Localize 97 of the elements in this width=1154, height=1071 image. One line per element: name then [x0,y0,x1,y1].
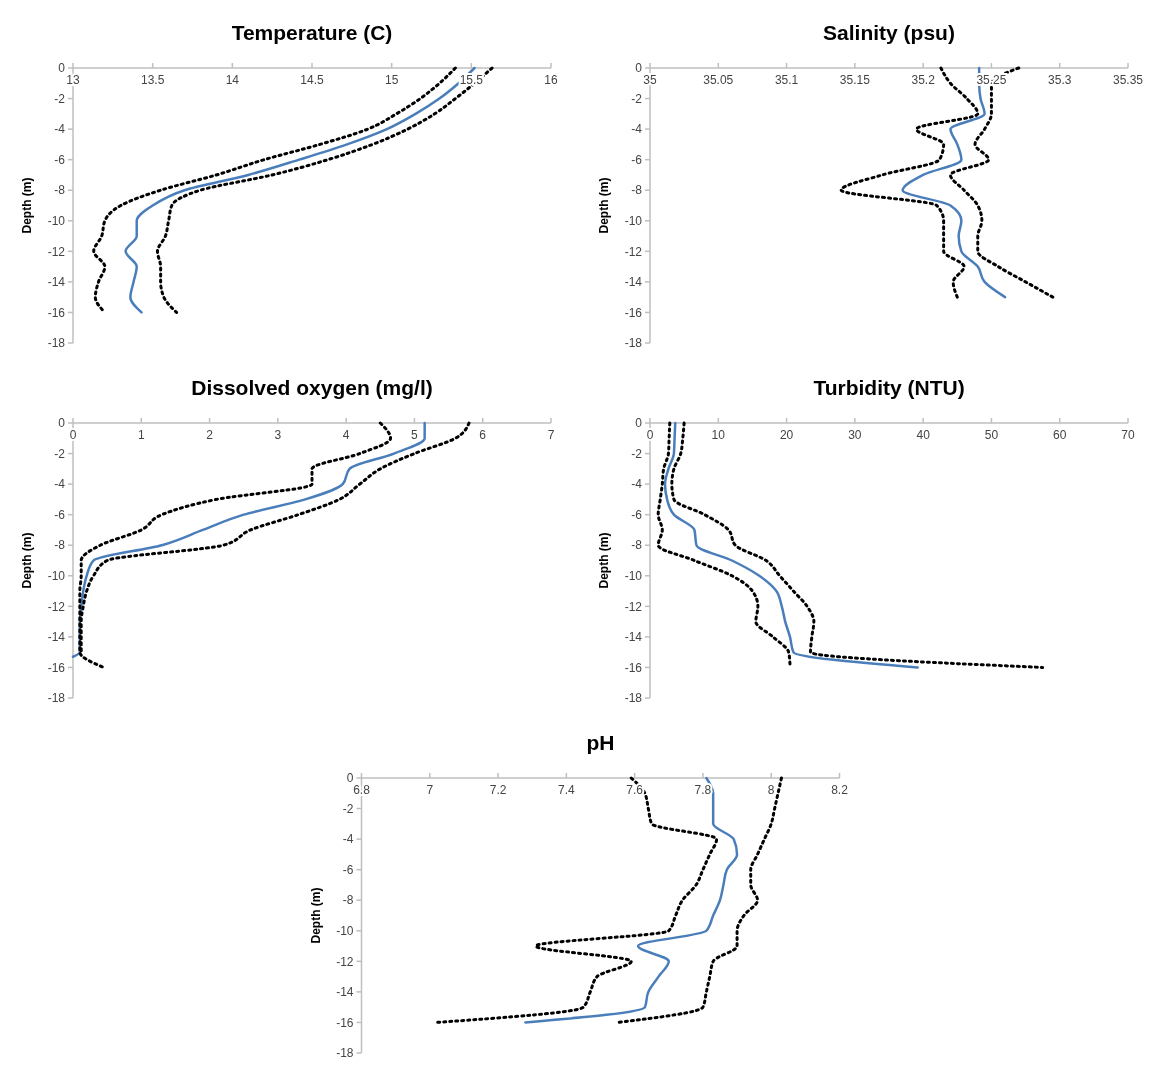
y-tick-label: -14 [624,275,643,290]
x-tick-label: 6 [479,428,487,442]
y-tick-label: -6 [54,507,66,522]
y-tick-label: 0 [635,416,643,431]
y-tick-label: -12 [624,244,643,259]
x-tick-label: 30 [848,428,862,442]
y-axis-title: Depth (m) [20,532,34,589]
y-axis-title: Depth (m) [20,177,34,234]
x-tick-label: 14.5 [300,73,324,87]
x-tick-label: 0 [646,428,654,442]
y-tick-label: -18 [47,691,66,706]
y-tick-label: 0 [58,61,66,76]
x-tick-label: 7.2 [489,783,507,797]
x-tick-label: 20 [779,428,794,442]
x-tick-label: 16 [544,73,558,87]
y-tick-label: -16 [47,305,66,320]
y-tick-label: -18 [47,336,66,351]
y-tick-label: -12 [47,599,66,614]
chart-title: Salinity (psu) [823,21,955,44]
x-tick-label: 6.8 [353,783,371,797]
y-axis-title: Depth (m) [597,532,611,589]
y-tick-label: -2 [631,446,643,461]
y-tick-label: -18 [624,691,643,706]
x-tick-label: 14 [225,73,240,87]
y-tick-label: -4 [342,832,354,847]
chart-title: Temperature (C) [231,21,393,44]
x-tick-label: 35.05 [703,73,734,87]
y-tick-label: -16 [624,305,643,320]
x-tick-label: 5 [411,428,419,442]
y-tick-label: -12 [624,599,643,614]
y-tick-label: -6 [631,507,643,522]
x-tick-label: 35.15 [839,73,871,87]
y-tick-label: -6 [54,152,66,167]
y-tick-label: -16 [336,1015,354,1030]
y-tick-label: 0 [635,61,643,76]
x-tick-label: 7.6 [626,783,644,797]
x-tick-label: 40 [916,428,931,442]
x-tick-label: 35.3 [1048,73,1072,87]
y-tick-label: -2 [342,801,354,816]
y-tick-label: 0 [58,416,66,431]
x-tick-label: 8.2 [831,783,849,797]
x-tick-label: 35.35 [1112,73,1144,87]
x-tick-label: 60 [1053,428,1067,442]
y-tick-label: -14 [624,630,643,645]
y-axis-title: Depth (m) [597,177,611,234]
y-tick-label: -4 [54,477,66,492]
chart-title: Dissolved oxygen (mg/l) [191,376,433,399]
x-tick-label: 3 [274,428,282,442]
y-tick-label: -10 [336,923,354,938]
y-tick-label: -18 [624,336,643,351]
x-tick-label: 2 [206,428,214,442]
y-tick-label: -6 [631,152,643,167]
x-tick-label: 35 [643,73,657,87]
y-tick-label: -2 [631,91,643,106]
x-tick-label: 35.1 [774,73,799,87]
y-tick-label: -10 [47,568,66,583]
y-tick-label: -14 [47,630,66,645]
y-tick-label: -8 [631,183,643,198]
y-tick-label: -6 [342,862,354,877]
x-tick-label: 7 [426,783,434,797]
x-tick-label: 50 [984,428,999,442]
x-tick-label: 8 [767,783,775,797]
y-tick-label: -4 [54,122,66,137]
y-tick-label: -16 [47,660,66,675]
x-tick-label: 35.2 [911,73,936,87]
chart-title: Turbidity (NTU) [813,376,965,399]
y-tick-label: -14 [336,985,354,1000]
x-tick-label: 7.4 [558,783,576,797]
y-tick-label: 0 [346,771,354,786]
y-tick-label: -8 [342,893,354,908]
y-tick-label: -2 [54,446,66,461]
x-tick-label: 0 [69,428,77,442]
x-tick-label: 70 [1121,428,1135,442]
y-tick-label: -18 [336,1046,354,1061]
y-tick-label: -12 [47,244,66,259]
y-axis-title: Depth (m) [308,887,323,944]
x-tick-label: 1 [137,428,145,442]
y-tick-label: -14 [47,275,66,290]
y-tick-label: -2 [54,91,66,106]
y-tick-label: -10 [47,213,66,228]
y-tick-label: -16 [624,660,643,675]
y-tick-label: -4 [631,477,643,492]
y-tick-label: -4 [631,122,643,137]
chart-title: pH [586,731,615,754]
x-tick-label: 13.5 [140,73,165,87]
x-tick-label: 13 [66,73,80,87]
y-tick-label: -8 [54,538,66,553]
x-tick-label: 10 [711,428,726,442]
y-tick-label: -10 [624,568,643,583]
x-tick-label: 7.8 [694,783,712,797]
y-tick-label: -8 [54,183,66,198]
x-tick-label: 7 [547,428,555,442]
y-tick-label: -10 [624,213,643,228]
y-tick-label: -8 [631,538,643,553]
y-tick-label: -12 [336,954,354,969]
x-tick-label: 4 [342,428,350,442]
x-tick-label: 15 [384,73,399,87]
